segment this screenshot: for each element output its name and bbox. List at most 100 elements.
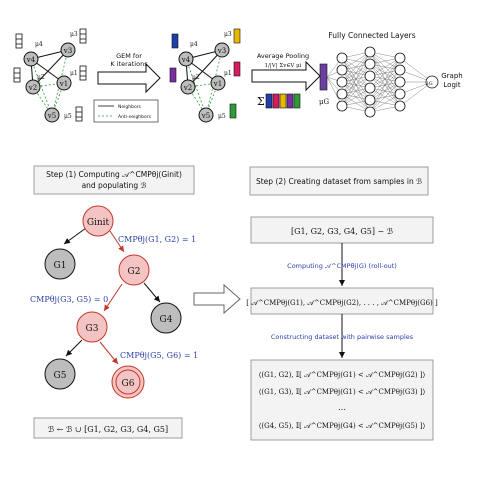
mu-vector bbox=[169, 67, 177, 83]
dataset-box bbox=[250, 359, 434, 441]
label-v5: v5 bbox=[47, 112, 56, 120]
embedded-graph: v4 v3 v1 v2 v5 μ4 μ3 μ1 μ2 μ5 bbox=[169, 28, 241, 123]
mu-label: μ4 bbox=[35, 41, 43, 48]
mu-label: μ2 bbox=[37, 74, 45, 81]
mu-label: μ3 bbox=[70, 31, 78, 38]
legend-anti: Anti-neighbors bbox=[118, 114, 152, 120]
label-v4: v4 bbox=[26, 56, 36, 64]
fc-neuron bbox=[364, 70, 376, 82]
fc-title: Fully Connected Layers bbox=[328, 31, 415, 40]
label-v2: v2 bbox=[183, 84, 192, 92]
node-v3 bbox=[60, 42, 76, 58]
sample-text: [G1, G2, G3, G4, G5] ~ ℬ bbox=[291, 227, 393, 236]
fc-neuron bbox=[394, 88, 406, 100]
fc-network: Fully Connected Layers μG lG Graph Logit bbox=[319, 31, 463, 118]
fc-neuron bbox=[364, 106, 376, 118]
step2-header bbox=[249, 166, 429, 196]
rollout-label: Computing 𝒜^CMPθj(G) (roll-out) bbox=[287, 262, 397, 270]
pooling-label: Average Pooling bbox=[257, 52, 309, 60]
pooling-formula: 1/|V| Σv∈V μi bbox=[265, 63, 302, 69]
sample-box bbox=[250, 216, 434, 244]
node-g3 bbox=[76, 311, 108, 343]
node-g5 bbox=[44, 358, 76, 390]
rollout-tree: Ginit G1 G2 G4 G3 G5 G6 CMPθj(G1, G2) = … bbox=[30, 205, 198, 399]
fc-neuron bbox=[394, 52, 406, 64]
sum-symbol: Σ bbox=[257, 95, 265, 108]
buffer-update: ℬ ← ℬ ∪ [G1, G2, G3, G4, G5] bbox=[48, 425, 168, 434]
node-ginit-label: Ginit bbox=[87, 218, 110, 228]
label-v3: v3 bbox=[63, 47, 72, 55]
node-v4 bbox=[23, 51, 39, 67]
fc-neuron bbox=[336, 64, 348, 76]
mu-vector bbox=[171, 33, 179, 49]
node-g1 bbox=[44, 248, 76, 280]
fc-neuron bbox=[336, 88, 348, 100]
pair-row: ⟨(G4, G5), 𝕀[ 𝒜^CMPθj(G4) < 𝒜^CMPθj(G5) … bbox=[259, 422, 426, 430]
mu-g-vector bbox=[319, 63, 328, 91]
mu-label: μ3 bbox=[224, 31, 232, 38]
output-node bbox=[425, 75, 439, 89]
node-g2-label: G2 bbox=[128, 267, 141, 277]
fc-neuron bbox=[394, 64, 406, 76]
edge-label-g1-g2: CMPθj(G1, G2) = 1 bbox=[118, 235, 196, 244]
pair-ellipsis: … bbox=[338, 403, 346, 412]
step1-subtitle: and populating ℬ bbox=[82, 181, 147, 190]
node-v2 bbox=[25, 79, 41, 95]
label-v1: v1 bbox=[213, 80, 222, 88]
mu-label: μ1 bbox=[224, 70, 232, 77]
node-g1-label: G1 bbox=[54, 261, 67, 271]
label-v1: v1 bbox=[59, 80, 68, 88]
step1-title: Step (1) Computing 𝒜^CMPθj(Ginit) bbox=[46, 170, 182, 179]
mu-label: μ5 bbox=[64, 113, 72, 120]
mu-label: μ4 bbox=[190, 41, 198, 48]
fc-neuron bbox=[364, 94, 376, 106]
label-v2: v2 bbox=[28, 84, 37, 92]
fc-neuron bbox=[336, 52, 348, 64]
pooling-arrow: Average Pooling 1/|V| Σv∈V μi Σ bbox=[251, 52, 321, 109]
fc-neuron bbox=[364, 46, 376, 58]
mu-label: μ2 bbox=[192, 74, 200, 81]
value-box bbox=[250, 287, 434, 315]
buffer-box bbox=[33, 417, 183, 439]
lg-label: lG bbox=[427, 81, 433, 87]
node-v5 bbox=[44, 107, 60, 123]
pair-row: ⟨(G1, G2), 𝕀[ 𝒜^CMPθj(G1) < 𝒜^CMPθj(G2) … bbox=[259, 371, 426, 379]
node-g3-label: G3 bbox=[86, 324, 99, 334]
node-g2 bbox=[118, 254, 150, 286]
pairwise-label: Constructing dataset with pairwise sampl… bbox=[271, 333, 414, 341]
node-g6-label: G6 bbox=[122, 379, 135, 389]
mu-vector bbox=[233, 61, 241, 77]
node-g5-label: G5 bbox=[54, 371, 67, 381]
label-v3: v3 bbox=[217, 47, 226, 55]
label-v4: v4 bbox=[181, 56, 191, 64]
edge-label-g5-g6: CMPθj(G5, G6) = 1 bbox=[120, 351, 198, 360]
fc-neuron bbox=[364, 58, 376, 70]
pair-row: ⟨(G1, G3), 𝕀[ 𝒜^CMPθj(G1) < 𝒜^CMPθj(G3) … bbox=[259, 388, 426, 396]
fc-neuron bbox=[336, 76, 348, 88]
mu-vector bbox=[233, 28, 241, 44]
graph-logit-2: Logit bbox=[443, 81, 460, 89]
mu-g-label: μG bbox=[319, 98, 330, 106]
node-v1 bbox=[56, 75, 72, 91]
fc-neuron bbox=[364, 82, 376, 94]
mu-label: μ1 bbox=[70, 70, 78, 77]
gem-label-1: GEM for bbox=[116, 52, 142, 60]
input-graph: v4 v3 v1 v2 v5 μ4 μ3 μ1 μ2 μ5 bbox=[13, 28, 87, 123]
legend-neighbors: Neighbors bbox=[118, 104, 142, 110]
fc-neuron bbox=[336, 100, 348, 112]
label-v5: v5 bbox=[201, 112, 210, 120]
node-ginit bbox=[82, 205, 114, 237]
value-text: [ 𝒜^CMPθj(G1), 𝒜^CMPθj(G2), . . . , 𝒜^CM… bbox=[246, 299, 438, 307]
edge-legend: Neighbors Anti-neighbors bbox=[93, 99, 159, 123]
fc-neuron bbox=[394, 76, 406, 88]
mu-label: μ5 bbox=[218, 113, 226, 120]
node-g6 bbox=[111, 365, 145, 399]
step-transition-arrow bbox=[193, 283, 241, 315]
node-g4-label: G4 bbox=[160, 315, 173, 325]
fc-neuron bbox=[394, 100, 406, 112]
edge-label-g3-g5: CMPθj(G3, G5) = 0 bbox=[30, 295, 108, 304]
step2-title: Step (2) Creating dataset from samples i… bbox=[256, 177, 422, 186]
node-g4 bbox=[150, 302, 182, 334]
step1-header bbox=[33, 165, 195, 195]
